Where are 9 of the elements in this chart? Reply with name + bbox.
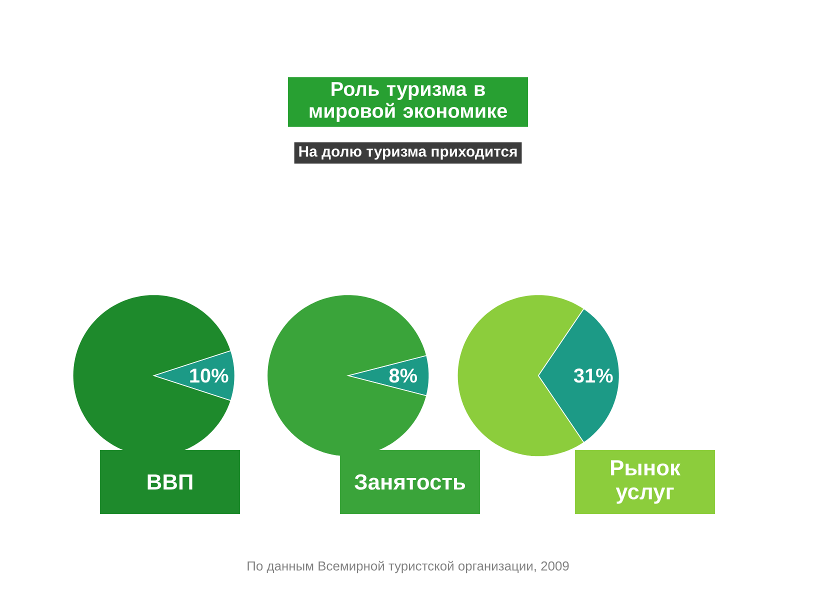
data-label: 10% [190,368,228,383]
data-label: 31% [574,368,613,383]
text: На долю туризма приходится [299,146,517,160]
data-label: 8% [389,368,418,383]
text: Рынок услуг [611,460,680,504]
text: Занятость [354,474,466,490]
text: По данным Всемирной туристской организации, 2009 [248,560,569,574]
text: Роль туризма в мировой экономике [310,82,507,122]
text: ВВП [148,474,192,490]
